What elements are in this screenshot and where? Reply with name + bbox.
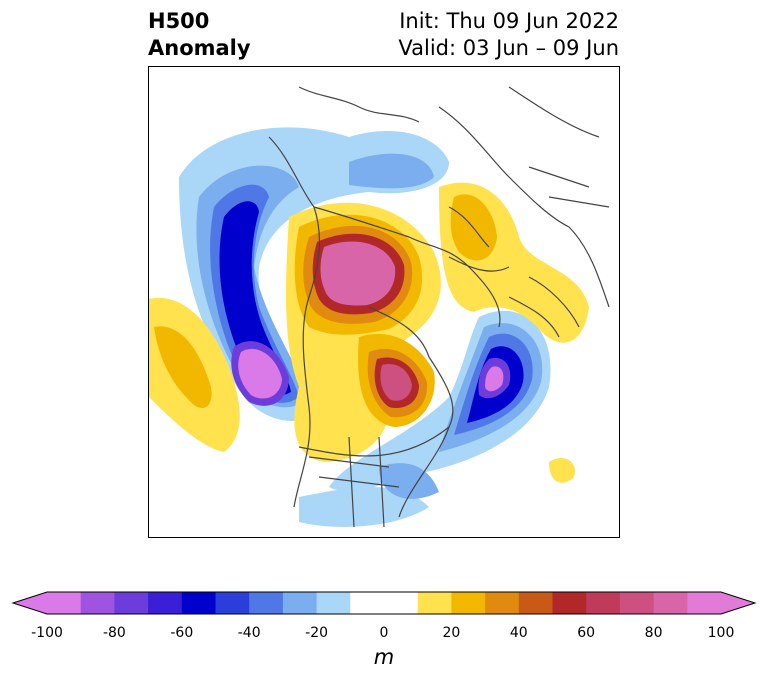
- colorbar-tick-label: -20: [305, 625, 329, 641]
- colorbar-segment: [619, 592, 655, 614]
- colorbar-outline: [11, 591, 757, 615]
- colorbar-segment: [417, 592, 452, 614]
- colorbar-tick-label: 20: [442, 625, 461, 641]
- colorbar-segment: [350, 592, 419, 614]
- colorbar-segment: [518, 592, 553, 614]
- colorbar-segment: [181, 592, 216, 614]
- colorbar-over-arrow: [721, 592, 755, 614]
- colorbar-tick-label: -80: [102, 625, 126, 641]
- valid-range: Valid: 03 Jun – 09 Jun: [398, 36, 619, 60]
- colorbar-under-arrow: [13, 592, 47, 614]
- colorbar-segment: [687, 592, 722, 614]
- coastlines: [268, 86, 610, 528]
- anomaly-map: [148, 66, 620, 538]
- colorbar-segment: [485, 592, 520, 614]
- colorbar-segment: [586, 592, 621, 614]
- negative-anomaly-contours: [179, 127, 551, 527]
- colorbar-segment: [80, 592, 115, 614]
- colorbar-tick-label: 60: [577, 625, 596, 641]
- colorbar-segment: [552, 592, 587, 614]
- colorbar: [11, 591, 757, 615]
- colorbar-segment: [148, 592, 183, 614]
- colorbar-segment: [249, 592, 284, 614]
- colorbar-segment: [215, 592, 250, 614]
- title-left: H500 Anomaly: [148, 8, 251, 62]
- colorbar-tick-label: 0: [379, 625, 389, 641]
- colorbar-segment: [47, 592, 82, 614]
- colorbar-tick-label: -60: [170, 625, 194, 641]
- colorbar-tick-label: -100: [31, 625, 63, 641]
- colorbar-tick-label: 40: [509, 625, 528, 641]
- title-right: Init: Thu 09 Jun 2022 Valid: 03 Jun – 09…: [398, 8, 619, 62]
- title-variable: H500: [148, 9, 210, 33]
- colorbar-tick-label: 80: [644, 625, 663, 641]
- colorbar-segment: [316, 592, 351, 614]
- colorbar-segment: [451, 592, 486, 614]
- positive-anomaly-contours: [149, 182, 589, 483]
- init-date: Init: Thu 09 Jun 2022: [399, 9, 619, 33]
- colorbar-tick-label: -40: [237, 625, 261, 641]
- colorbar-tick-label: 100: [707, 625, 735, 641]
- map-canvas: [149, 86, 610, 528]
- colorbar-segment: [282, 592, 318, 614]
- colorbar-segment: [114, 592, 149, 614]
- colorbar-unit: m: [373, 645, 395, 669]
- title-field-type: Anomaly: [148, 36, 251, 60]
- colorbar-segment: [653, 592, 688, 614]
